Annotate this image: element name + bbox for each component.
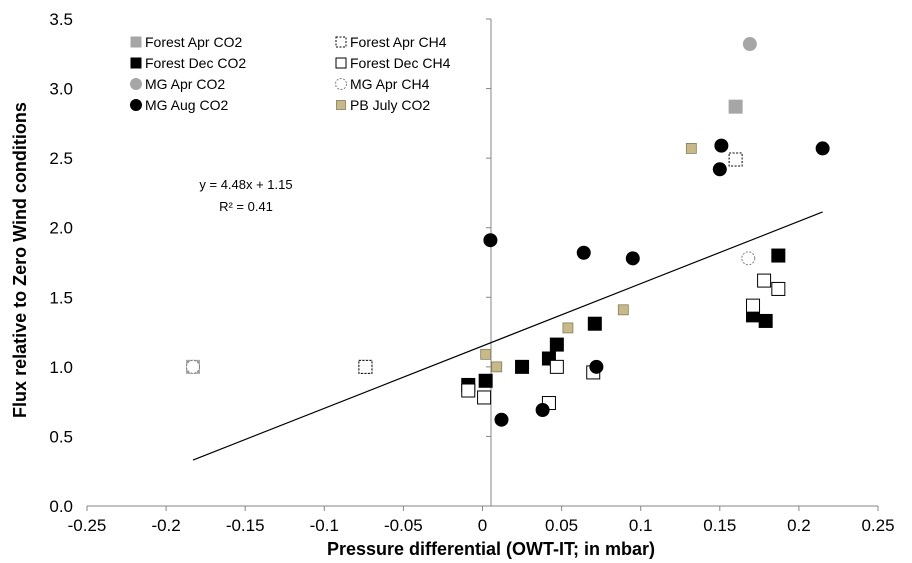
series-mg-aug-co2	[483, 138, 830, 427]
x-tick-label: 0.05	[545, 516, 578, 535]
legend: Forest Apr CO2 Forest Dec CO2 MG Apr CO2 MG…	[130, 34, 451, 113]
legend-marker	[335, 57, 347, 69]
data-point	[515, 359, 530, 374]
series-forest-dec-co2	[461, 248, 786, 392]
series-mg-apr-ch4	[185, 251, 756, 374]
data-point	[491, 361, 503, 373]
data-point	[757, 273, 772, 288]
x-tick-label: 0.1	[629, 516, 653, 535]
legend-item: MG Apr CH4	[335, 76, 430, 92]
legend-item: MG Apr CO2	[130, 76, 225, 92]
x-tick-label: -0.2	[151, 516, 180, 535]
data-point	[480, 348, 492, 360]
y-tick-label: 1.5	[49, 288, 73, 307]
y-axis-title: Flux relative to Zero Wind conditions	[10, 102, 30, 418]
legend-label: PB July CO2	[350, 97, 430, 113]
legend-marker	[335, 36, 347, 48]
legend-label: Forest Apr CH4	[350, 34, 447, 50]
trendline-equation: y = 4.48x + 1.15	[199, 177, 292, 192]
legend-label: MG Apr CO2	[145, 76, 225, 92]
legend-marker	[130, 99, 142, 111]
data-point	[728, 99, 743, 114]
series-forest-apr-co2	[185, 99, 743, 374]
legend-item: MG Aug CO2	[130, 97, 228, 113]
legend-marker	[130, 57, 142, 69]
data-point	[771, 281, 786, 296]
data-point	[685, 143, 697, 154]
y-tick-label: 1.0	[49, 358, 73, 377]
data-point	[742, 37, 757, 52]
data-point	[549, 359, 564, 374]
x-tick-label: 0.2	[787, 516, 811, 535]
x-tick-label: 0.15	[703, 516, 736, 535]
data-point	[477, 390, 492, 405]
legend-marker	[336, 100, 346, 110]
data-point	[535, 402, 550, 417]
data-point	[494, 412, 509, 427]
series-forest-dec-ch4	[461, 273, 786, 411]
data-point	[589, 359, 604, 374]
legend-item: Forest Apr CH4	[335, 34, 447, 50]
data-point	[587, 316, 602, 331]
data-point	[549, 337, 564, 352]
data-point	[728, 152, 743, 167]
trendline-group	[192, 211, 823, 461]
data-point	[185, 359, 200, 374]
x-tick-label: -0.1	[310, 516, 339, 535]
data-point	[625, 251, 640, 266]
data-point	[576, 245, 591, 260]
x-tick-label: -0.25	[68, 516, 107, 535]
data-point	[358, 359, 373, 374]
legend-item: Forest Dec CO2	[130, 55, 246, 71]
x-tick-label: 0.25	[861, 516, 894, 535]
legend-label: Forest Dec CH4	[350, 55, 451, 71]
legend-item: Forest Apr CO2	[130, 34, 242, 50]
data-point	[712, 162, 727, 177]
x-tick-label: -0.05	[384, 516, 423, 535]
data-point	[771, 248, 786, 263]
data-point	[741, 251, 756, 266]
axes: -0.25 -0.2 -0.15 -0.1 -0.05 0 0.05 0.1 0.15 0.2 0.…	[49, 10, 894, 535]
y-tick-label: 3.0	[49, 80, 73, 99]
legend-marker	[130, 78, 142, 90]
trendline	[192, 211, 823, 461]
y-tick-label: 2.0	[49, 219, 73, 238]
legend-marker	[130, 36, 142, 48]
data-point	[758, 313, 773, 328]
series-forest-apr-ch4	[358, 152, 743, 374]
x-axis-title: Pressure differential (OWT-IT; in mbar)	[327, 539, 655, 559]
x-tick-label: -0.15	[226, 516, 265, 535]
legend-marker	[335, 78, 347, 90]
data-point	[478, 373, 493, 388]
y-tick-label: 3.5	[49, 10, 73, 29]
data-point	[483, 233, 498, 248]
y-tick-label: 2.5	[49, 149, 73, 168]
data-point	[815, 141, 830, 156]
data-point	[562, 322, 574, 334]
trendline-annotation: y = 4.48x + 1.15 R² = 0.41	[199, 177, 292, 214]
data-point	[746, 298, 761, 313]
trendline-r-squared: R² = 0.41	[219, 199, 273, 214]
data-points	[185, 37, 830, 427]
legend-item: Forest Dec CH4	[335, 55, 451, 71]
data-point	[461, 383, 476, 398]
y-tick-label: 0.0	[49, 497, 73, 516]
data-point	[617, 304, 629, 316]
legend-label: Forest Apr CO2	[145, 34, 242, 50]
legend-label: MG Apr CH4	[350, 76, 430, 92]
x-tick-label: 0	[478, 516, 487, 535]
series-pb-july-co2	[480, 143, 697, 373]
legend-label: MG Aug CO2	[145, 97, 228, 113]
y-tick-label: 0.5	[49, 427, 73, 446]
data-point	[714, 138, 729, 153]
legend-item: PB July CO2	[336, 97, 430, 113]
legend-label: Forest Dec CO2	[145, 55, 246, 71]
